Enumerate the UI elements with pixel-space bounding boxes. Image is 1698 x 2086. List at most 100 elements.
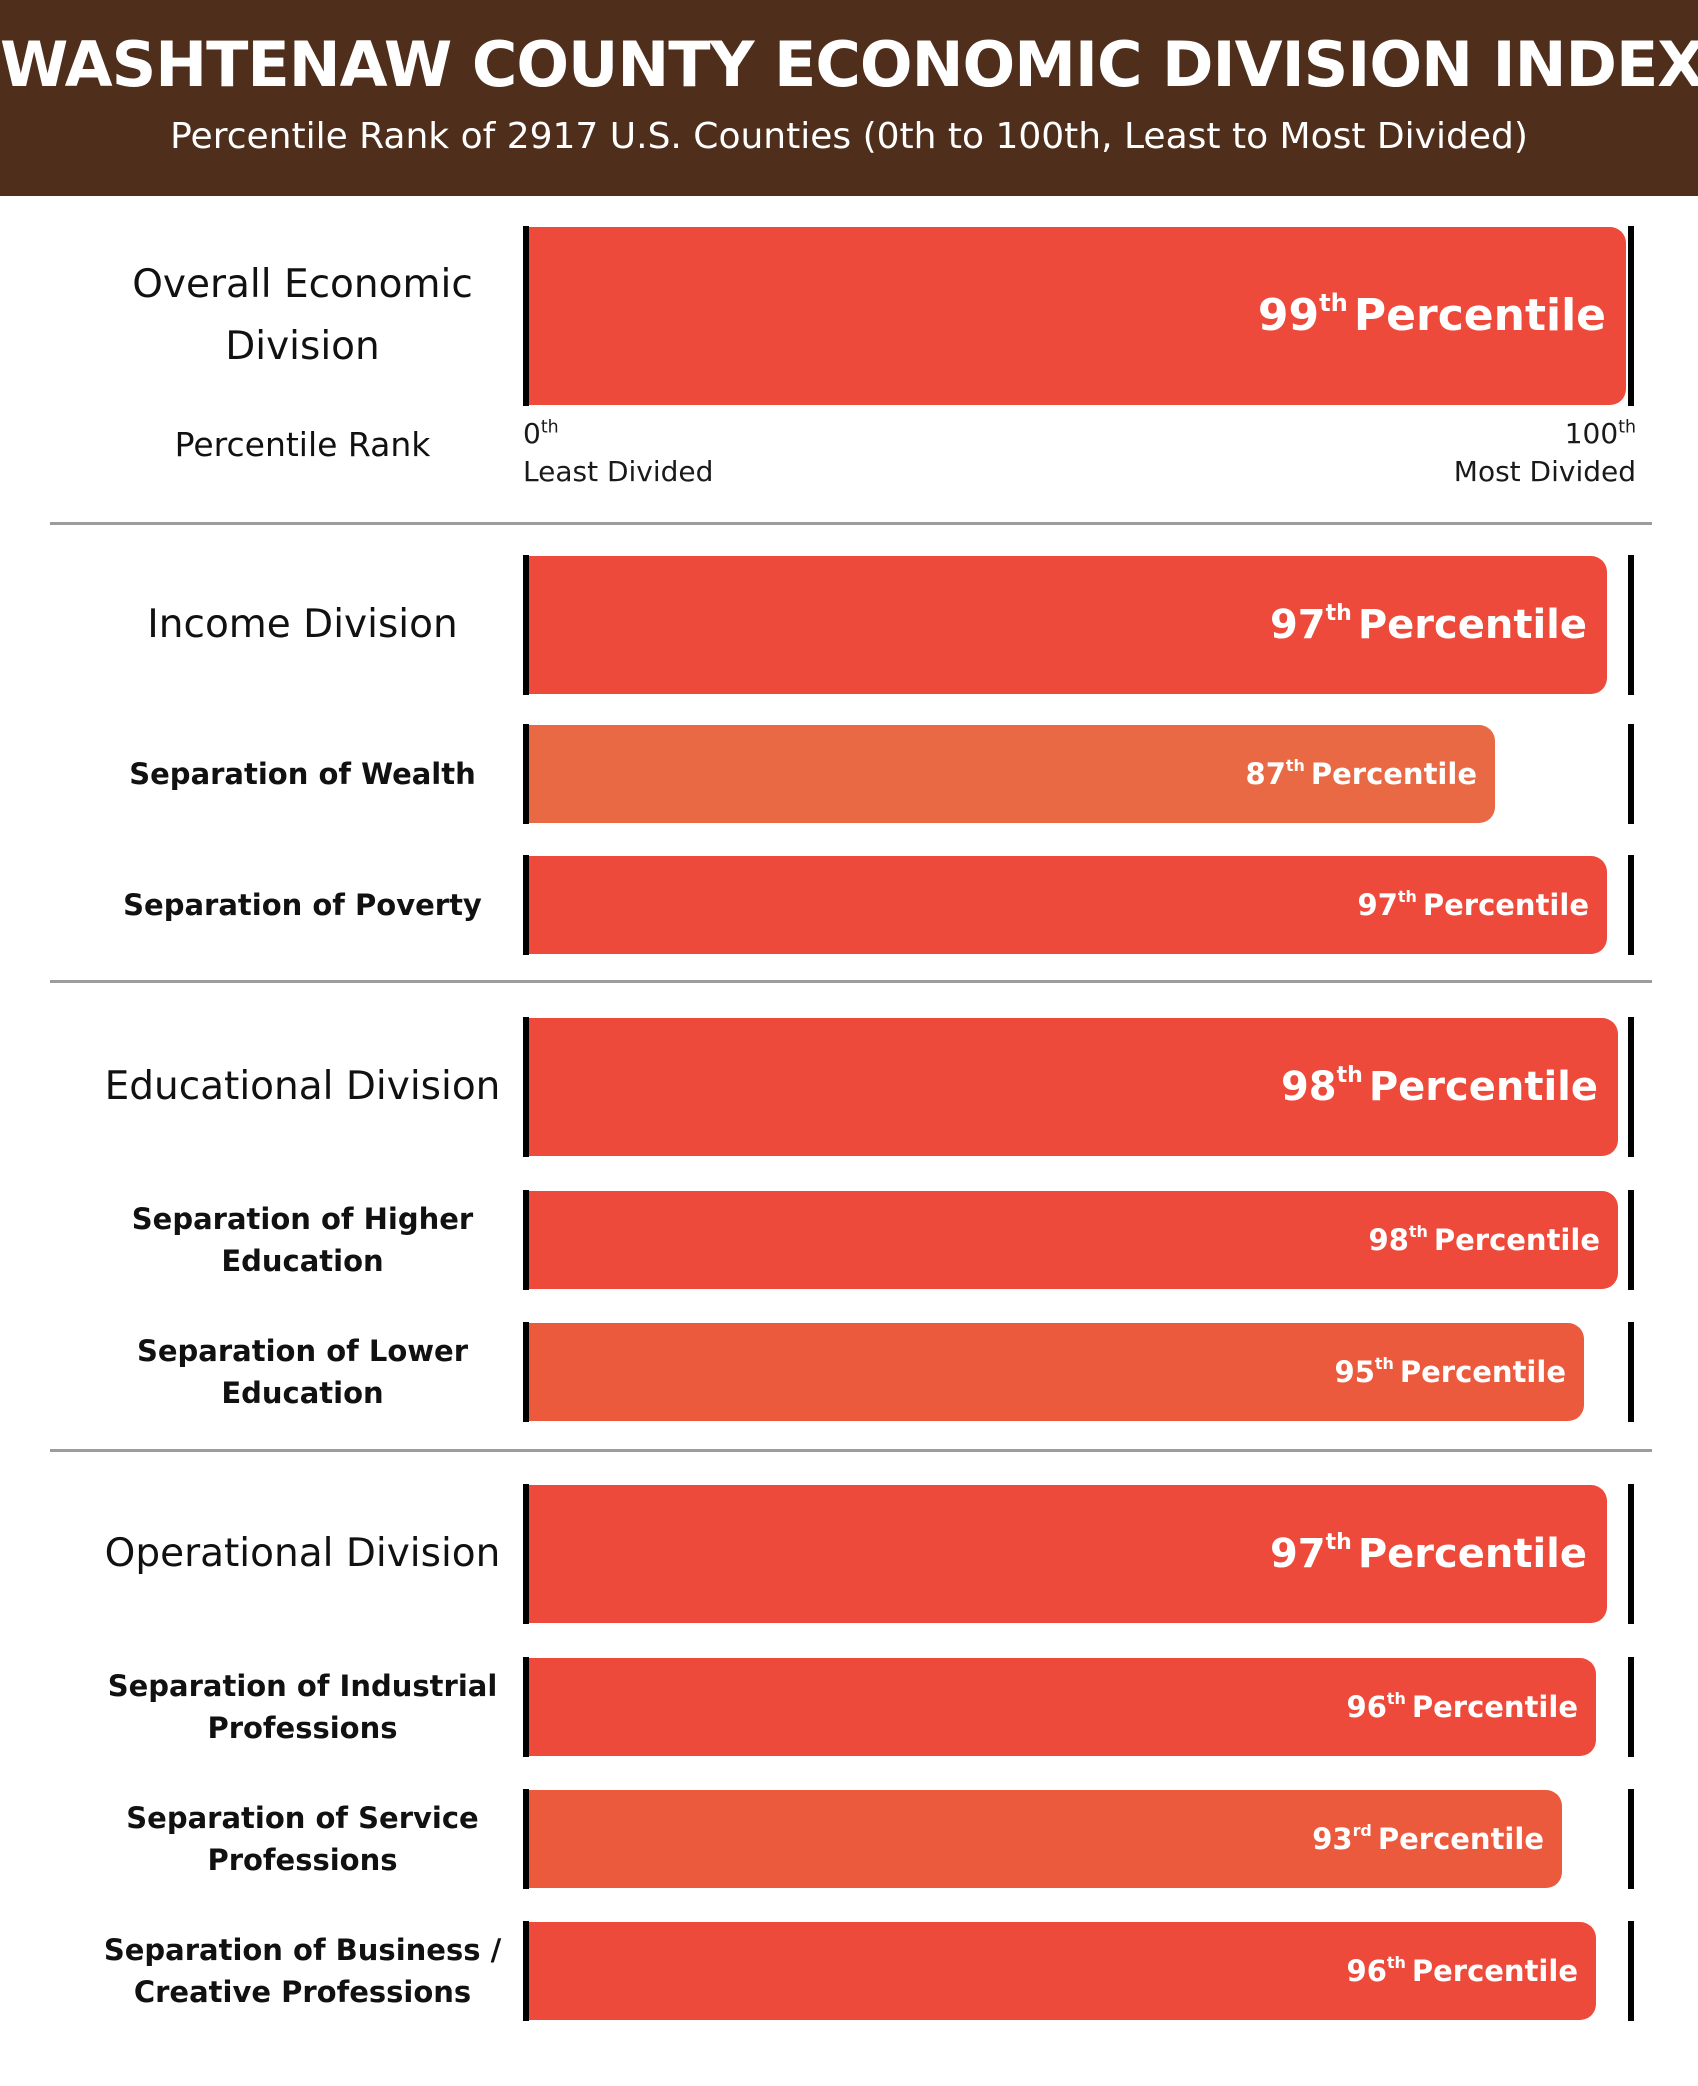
data-label-suffix: th: [1285, 756, 1305, 776]
row-label-separation-of-service-professions: Separation of Service Professions: [126, 1800, 479, 1877]
data-label-suffix: th: [1386, 1953, 1406, 1973]
section-divider-education: [50, 980, 1652, 983]
axis-line-left: [523, 1190, 529, 1290]
row-label-separation-of-wealth: Separation of Wealth: [129, 756, 476, 791]
data-label-text: Percentile: [1377, 1822, 1544, 1856]
bar-separation-of-industrial-professions: [529, 1658, 1596, 1756]
axis-line-left: [523, 1789, 529, 1889]
data-label-text: Percentile: [1368, 1064, 1598, 1110]
axis-min-suffix: th: [540, 417, 559, 438]
row-label-operational-division: Operational Division: [104, 1531, 501, 1577]
data-label-separation-of-industrial-professions: 96th Percentile: [1347, 1657, 1578, 1757]
axis-max-suffix: th: [1618, 417, 1636, 438]
data-label-suffix: th: [1374, 1354, 1394, 1374]
data-label-number: 98: [1280, 1064, 1337, 1110]
bar-educational-division: [529, 1018, 1618, 1156]
data-label-number: 98: [1368, 1223, 1409, 1257]
data-label-text: Percentile: [1399, 1355, 1566, 1389]
percentile-rank-label: Percentile Rank: [174, 425, 431, 464]
axis-line-right: [1628, 1657, 1634, 1757]
data-label-operational-division: 97th Percentile: [1270, 1484, 1587, 1624]
row-label-separation-of-higher-education: Separation of Higher Education: [131, 1201, 474, 1278]
data-label-text: Percentile: [1353, 290, 1606, 341]
axis-min-caption: Least Divided: [523, 455, 714, 488]
axis-max-caption: Most Divided: [1453, 455, 1636, 488]
data-label-suffix: th: [1319, 288, 1348, 317]
data-label-text: Percentile: [1411, 1954, 1578, 1988]
axis-line-left: [523, 1921, 529, 2021]
axis-line-right: [1628, 1322, 1634, 1422]
data-label-separation-of-higher-education: 98th Percentile: [1369, 1190, 1600, 1290]
header-banner: WASHTENAW COUNTY ECONOMIC DIVISION INDEX…: [0, 0, 1698, 196]
data-label-suffix: th: [1397, 887, 1417, 907]
data-label-number: 96: [1346, 1954, 1387, 1988]
data-label-suffix: th: [1325, 1530, 1352, 1556]
bar-income-division: [529, 556, 1607, 694]
row-label-separation-of-business-creative-professions: Separation of Business / Creative Profes…: [103, 1932, 502, 2009]
axis-line-left: [523, 1657, 529, 1757]
data-label-number: 95: [1334, 1355, 1375, 1389]
axis-line-left: [523, 1484, 529, 1624]
data-label-separation-of-service-professions: 93rd Percentile: [1312, 1789, 1544, 1889]
data-label-overall-economic-division: 99th Percentile: [1258, 226, 1606, 406]
row-label-separation-of-poverty: Separation of Poverty: [123, 887, 482, 922]
bar-separation-of-poverty: [529, 856, 1607, 954]
bar-separation-of-wealth: [529, 725, 1495, 823]
data-label-suffix: th: [1386, 1689, 1406, 1709]
bar-overall-economic-division: [529, 227, 1626, 405]
data-label-text: Percentile: [1310, 757, 1477, 791]
axis-line-right: [1628, 1484, 1634, 1624]
row-label-educational-division: Educational Division: [104, 1064, 501, 1110]
data-label-text: Percentile: [1422, 888, 1589, 922]
axis-line-left: [523, 555, 529, 695]
bar-operational-division: [529, 1485, 1607, 1623]
data-label-separation-of-wealth: 87th Percentile: [1246, 724, 1477, 824]
data-label-suffix: th: [1408, 1222, 1428, 1242]
data-label-text: Percentile: [1411, 1690, 1578, 1724]
axis-min-number: 0: [523, 417, 541, 450]
section-divider-operational: [50, 1449, 1652, 1452]
data-label-number: 97: [1357, 888, 1398, 922]
axis-max-number: 100: [1564, 417, 1619, 450]
data-label-income-division: 97th Percentile: [1270, 555, 1587, 695]
axis-line-right: [1628, 1190, 1634, 1290]
axis-max-label: 100th: [1564, 417, 1636, 450]
bar-separation-of-service-professions: [529, 1790, 1562, 1888]
data-label-text: Percentile: [1357, 602, 1587, 648]
data-label-number: 99: [1257, 290, 1320, 341]
data-label-number: 97: [1269, 602, 1326, 648]
data-label-number: 87: [1245, 757, 1286, 791]
data-label-number: 93: [1312, 1822, 1353, 1856]
bar-separation-of-business-creative-professions: [529, 1922, 1596, 2020]
axis-line-right: [1628, 555, 1634, 695]
bar-separation-of-lower-education: [529, 1323, 1584, 1421]
section-divider-income: [50, 522, 1652, 525]
axis-line-left: [523, 1017, 529, 1157]
row-label-separation-of-lower-education: Separation of Lower Education: [136, 1333, 469, 1410]
chart-subtitle: Percentile Rank of 2917 U.S. Counties (0…: [170, 116, 1528, 157]
data-label-separation-of-poverty: 97th Percentile: [1358, 855, 1589, 955]
row-label-overall-economic-division: Overall Economic Division: [132, 262, 473, 369]
data-label-text: Percentile: [1433, 1223, 1600, 1257]
axis-line-right: [1628, 855, 1634, 955]
axis-min-label: 0th: [523, 417, 559, 450]
axis-line-right: [1628, 226, 1634, 406]
data-label-text: Percentile: [1357, 1531, 1587, 1577]
chart-title: WASHTENAW COUNTY ECONOMIC DIVISION INDEX: [0, 28, 1698, 101]
row-label-separation-of-industrial-professions: Separation of Industrial Professions: [107, 1668, 498, 1745]
data-label-separation-of-lower-education: 95th Percentile: [1335, 1322, 1566, 1422]
axis-line-left: [523, 855, 529, 955]
data-label-suffix: rd: [1352, 1821, 1372, 1841]
axis-line-right: [1628, 1789, 1634, 1889]
data-label-educational-division: 98th Percentile: [1281, 1017, 1598, 1157]
data-label-separation-of-business-creative-professions: 96th Percentile: [1347, 1921, 1578, 2021]
axis-line-left: [523, 724, 529, 824]
axis-line-right: [1628, 1921, 1634, 2021]
axis-line-left: [523, 226, 529, 406]
data-label-suffix: th: [1336, 1063, 1363, 1089]
row-label-income-division: Income Division: [147, 602, 458, 648]
bar-separation-of-higher-education: [529, 1191, 1618, 1289]
axis-line-left: [523, 1322, 529, 1422]
axis-line-right: [1628, 724, 1634, 824]
data-label-suffix: th: [1325, 601, 1352, 627]
